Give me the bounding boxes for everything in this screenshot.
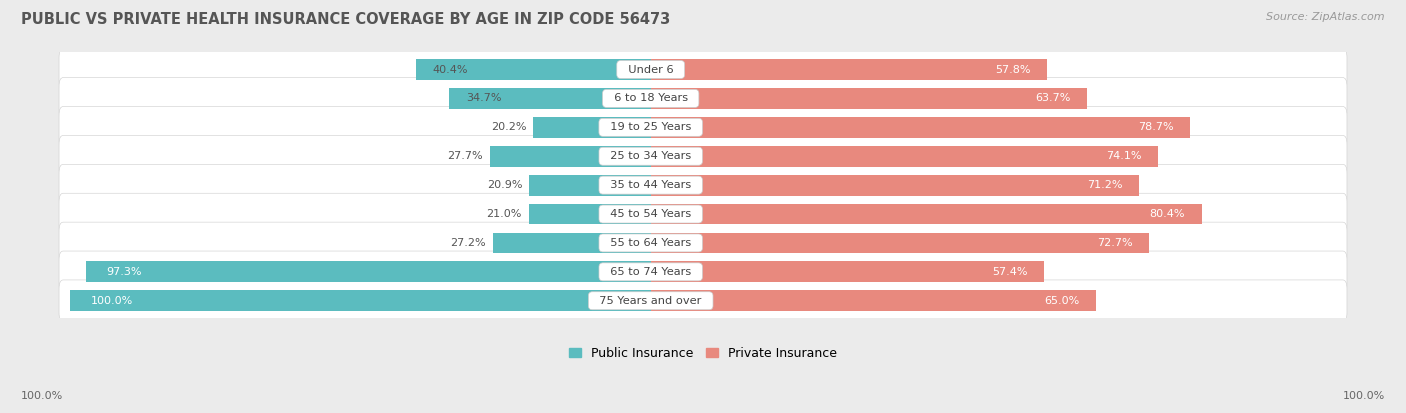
Text: PUBLIC VS PRIVATE HEALTH INSURANCE COVERAGE BY AGE IN ZIP CODE 56473: PUBLIC VS PRIVATE HEALTH INSURANCE COVER… [21, 12, 671, 27]
FancyBboxPatch shape [59, 164, 1347, 206]
Text: 97.3%: 97.3% [107, 267, 142, 277]
Bar [450, 88, 651, 109]
FancyBboxPatch shape [59, 251, 1347, 293]
Text: 80.4%: 80.4% [1150, 209, 1185, 219]
Bar [651, 59, 1047, 80]
Text: 20.2%: 20.2% [491, 122, 526, 132]
Text: 27.2%: 27.2% [450, 238, 486, 248]
Text: 65 to 74 Years: 65 to 74 Years [603, 267, 699, 277]
Bar [651, 204, 1202, 224]
Text: 71.2%: 71.2% [1087, 180, 1122, 190]
Text: 100.0%: 100.0% [21, 391, 63, 401]
Bar [651, 261, 1045, 282]
Text: 78.7%: 78.7% [1137, 122, 1174, 132]
Text: 40.4%: 40.4% [433, 64, 468, 74]
Text: 57.8%: 57.8% [995, 64, 1031, 74]
Text: 19 to 25 Years: 19 to 25 Years [603, 122, 699, 132]
Bar [651, 233, 1149, 253]
FancyBboxPatch shape [59, 222, 1347, 264]
Bar [416, 59, 651, 80]
Text: 21.0%: 21.0% [486, 209, 522, 219]
FancyBboxPatch shape [59, 135, 1347, 177]
Bar [529, 175, 651, 195]
FancyBboxPatch shape [59, 107, 1347, 148]
Text: 57.4%: 57.4% [993, 267, 1028, 277]
Bar [529, 204, 651, 224]
Text: 55 to 64 Years: 55 to 64 Years [603, 238, 699, 248]
Text: 20.9%: 20.9% [486, 180, 523, 190]
Bar [489, 146, 651, 166]
Text: 63.7%: 63.7% [1035, 93, 1071, 103]
Text: 25 to 34 Years: 25 to 34 Years [603, 151, 699, 161]
Text: 34.7%: 34.7% [465, 93, 501, 103]
Text: Source: ZipAtlas.com: Source: ZipAtlas.com [1267, 12, 1385, 22]
Text: 6 to 18 Years: 6 to 18 Years [606, 93, 695, 103]
Text: 45 to 54 Years: 45 to 54 Years [603, 209, 699, 219]
Text: 72.7%: 72.7% [1097, 238, 1132, 248]
Bar [651, 146, 1159, 166]
Text: 65.0%: 65.0% [1045, 296, 1080, 306]
Text: 74.1%: 74.1% [1107, 151, 1142, 161]
Text: 27.7%: 27.7% [447, 151, 484, 161]
Text: 100.0%: 100.0% [1343, 391, 1385, 401]
Legend: Public Insurance, Private Insurance: Public Insurance, Private Insurance [568, 347, 838, 360]
Bar [70, 290, 651, 311]
Bar [651, 290, 1097, 311]
Bar [86, 261, 651, 282]
Bar [651, 88, 1087, 109]
Bar [651, 117, 1189, 138]
FancyBboxPatch shape [59, 280, 1347, 322]
Bar [533, 117, 651, 138]
FancyBboxPatch shape [59, 78, 1347, 119]
Text: Under 6: Under 6 [621, 64, 681, 74]
FancyBboxPatch shape [59, 49, 1347, 90]
FancyBboxPatch shape [59, 193, 1347, 235]
Text: 100.0%: 100.0% [90, 296, 134, 306]
Text: 35 to 44 Years: 35 to 44 Years [603, 180, 699, 190]
Text: 75 Years and over: 75 Years and over [592, 296, 709, 306]
Bar [651, 175, 1139, 195]
Bar [492, 233, 651, 253]
